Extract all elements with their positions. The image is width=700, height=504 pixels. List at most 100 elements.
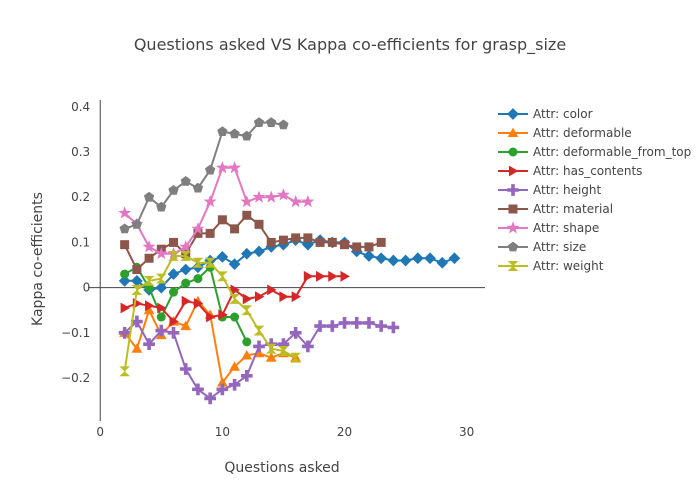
- data-point-size[interactable]: [131, 218, 142, 229]
- data-point-weight[interactable]: [229, 293, 240, 304]
- data-point-weight[interactable]: [168, 251, 179, 261]
- data-point-shape[interactable]: [240, 194, 254, 208]
- data-point-height[interactable]: [363, 317, 375, 329]
- data-point-size[interactable]: [241, 130, 252, 141]
- data-point-has-contents[interactable]: [291, 291, 302, 303]
- data-point-deformable[interactable]: [265, 352, 277, 362]
- data-point-shape[interactable]: [154, 246, 168, 260]
- data-point-color[interactable]: [118, 274, 131, 287]
- data-point-shape[interactable]: [142, 240, 156, 253]
- data-point-material[interactable]: [315, 237, 325, 247]
- data-point-height[interactable]: [289, 326, 302, 339]
- data-point-deformable-from-top[interactable]: [169, 287, 179, 297]
- data-point-has-contents[interactable]: [230, 284, 240, 296]
- legend-item-shape[interactable]: Attr: shape: [498, 221, 599, 235]
- data-point-weight[interactable]: [253, 325, 265, 336]
- data-point-deformable[interactable]: [241, 350, 253, 360]
- data-point-material[interactable]: [169, 237, 179, 247]
- data-point-color[interactable]: [436, 256, 449, 269]
- data-point-color[interactable]: [399, 254, 412, 267]
- data-point-has-contents[interactable]: [218, 309, 228, 321]
- data-point-size[interactable]: [119, 223, 130, 234]
- data-point-color[interactable]: [375, 252, 388, 265]
- data-point-height[interactable]: [192, 383, 204, 396]
- data-point-height[interactable]: [228, 378, 241, 391]
- data-point-size[interactable]: [168, 185, 179, 195]
- data-point-shape[interactable]: [191, 222, 205, 235]
- data-point-shape[interactable]: [264, 190, 278, 203]
- data-point-has-contents[interactable]: [193, 298, 204, 309]
- data-point-has-contents[interactable]: [340, 270, 350, 282]
- legend-item-deformable-from-top[interactable]: Attr: deformable_from_top: [498, 145, 691, 159]
- data-point-color[interactable]: [424, 252, 436, 265]
- data-point-material[interactable]: [364, 242, 374, 252]
- data-point-size[interactable]: [253, 117, 265, 127]
- data-point-deformable[interactable]: [216, 377, 228, 387]
- data-point-deformable-from-top[interactable]: [193, 274, 203, 284]
- data-point-shape[interactable]: [277, 188, 290, 201]
- data-point-deformable-from-top[interactable]: [120, 269, 130, 279]
- data-point-has-contents[interactable]: [157, 302, 167, 314]
- data-point-deformable-from-top[interactable]: [242, 337, 252, 347]
- data-point-size[interactable]: [143, 191, 155, 202]
- data-point-height[interactable]: [155, 324, 168, 337]
- data-point-weight[interactable]: [216, 271, 228, 282]
- data-point-material[interactable]: [352, 242, 362, 252]
- data-point-deformable-from-top[interactable]: [230, 312, 240, 322]
- data-point-size[interactable]: [180, 175, 191, 186]
- data-point-color[interactable]: [411, 252, 424, 265]
- legend-item-weight[interactable]: Attr: weight: [498, 259, 604, 273]
- data-point-material[interactable]: [217, 215, 227, 225]
- data-point-height[interactable]: [314, 320, 326, 332]
- data-point-height[interactable]: [350, 317, 363, 329]
- data-point-color[interactable]: [253, 245, 265, 258]
- legend-item-height[interactable]: Attr: height: [498, 183, 602, 197]
- data-point-deformable-from-top[interactable]: [181, 278, 191, 288]
- data-point-shape[interactable]: [228, 161, 242, 174]
- data-point-weight[interactable]: [278, 345, 289, 356]
- data-point-height[interactable]: [167, 326, 180, 339]
- data-point-has-contents[interactable]: [254, 291, 265, 303]
- data-point-weight[interactable]: [155, 273, 167, 284]
- data-point-weight[interactable]: [265, 343, 277, 354]
- data-point-material[interactable]: [230, 224, 240, 234]
- data-point-height[interactable]: [179, 363, 192, 375]
- data-point-color[interactable]: [363, 250, 375, 262]
- data-point-has-contents[interactable]: [145, 300, 155, 312]
- data-point-has-contents[interactable]: [120, 302, 131, 314]
- data-point-has-contents[interactable]: [242, 293, 253, 305]
- data-point-shape[interactable]: [301, 194, 315, 208]
- data-point-shape[interactable]: [289, 194, 303, 208]
- data-point-height[interactable]: [204, 392, 217, 405]
- data-point-weight[interactable]: [131, 284, 143, 295]
- data-point-weight[interactable]: [119, 366, 131, 377]
- data-point-color[interactable]: [167, 268, 180, 280]
- data-point-material[interactable]: [303, 233, 313, 243]
- data-point-material[interactable]: [278, 235, 288, 245]
- data-point-shape[interactable]: [118, 206, 132, 219]
- data-point-material[interactable]: [144, 253, 154, 263]
- data-point-color[interactable]: [179, 263, 192, 276]
- data-point-size[interactable]: [156, 201, 167, 212]
- data-point-deformable[interactable]: [131, 343, 143, 353]
- data-point-height[interactable]: [143, 338, 155, 350]
- data-point-deformable-from-top[interactable]: [156, 312, 166, 322]
- data-point-shape[interactable]: [252, 190, 266, 203]
- data-point-deformable[interactable]: [143, 304, 155, 315]
- data-point-has-contents[interactable]: [279, 291, 289, 303]
- data-point-size[interactable]: [266, 117, 277, 127]
- data-point-height[interactable]: [338, 317, 351, 329]
- data-point-shape[interactable]: [179, 240, 193, 253]
- data-point-has-contents[interactable]: [181, 295, 192, 307]
- data-point-material[interactable]: [205, 228, 215, 238]
- data-point-height[interactable]: [387, 321, 400, 334]
- data-point-color[interactable]: [155, 281, 168, 294]
- data-point-has-contents[interactable]: [316, 270, 326, 282]
- data-point-height[interactable]: [326, 320, 339, 332]
- data-point-height[interactable]: [118, 326, 131, 339]
- data-point-weight[interactable]: [192, 257, 204, 268]
- data-point-material[interactable]: [193, 228, 203, 238]
- data-point-material[interactable]: [120, 240, 130, 250]
- data-point-shape[interactable]: [203, 194, 217, 208]
- legend[interactable]: Attr: color Attr: deformable Attr: deforma…: [498, 107, 691, 273]
